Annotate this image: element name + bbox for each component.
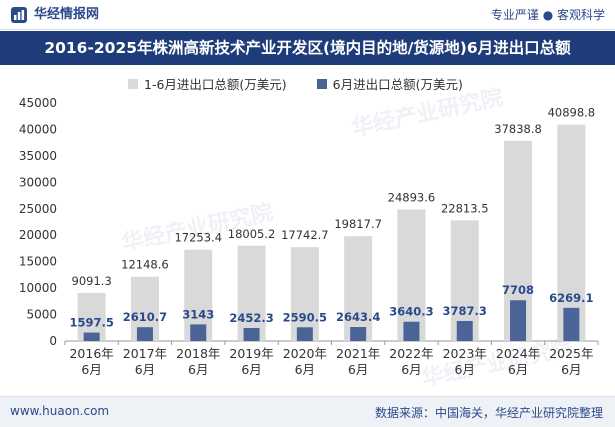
data-label-ytd: 17742.7 <box>281 228 329 242</box>
y-tick-label: 40000 <box>19 122 57 136</box>
bar-month <box>190 324 207 341</box>
data-label-ytd: 12148.6 <box>121 258 169 272</box>
footer: www.huaon.com 数据来源：中国海关，华经产业研究院整理 <box>0 396 615 427</box>
data-label-month: 3143 <box>182 307 214 321</box>
title-bar: 2016-2025年株洲高新技术产业开发区(境内目的地/货源地)6月进出口总额 <box>0 31 615 65</box>
site-url[interactable]: www.huaon.com <box>10 404 110 418</box>
legend-label-ytd: 1-6月进出口总额(万美元) <box>144 77 287 92</box>
bar-ytd <box>450 220 479 341</box>
bar-ytd <box>557 124 586 341</box>
data-label-month: 3787.3 <box>443 304 487 318</box>
x-tick-label: 2016年 <box>69 346 113 361</box>
data-source: 数据来源：中国海关，华经产业研究院整理 <box>374 406 603 420</box>
brand-name: 华经情报网 <box>34 7 100 22</box>
brand[interactable]: 华经情报网 <box>10 6 99 24</box>
chart-title: 2016-2025年株洲高新技术产业开发区(境内目的地/货源地)6月进出口总额 <box>44 39 571 57</box>
bar-month <box>83 332 100 341</box>
x-tick-label: 2019年 <box>229 346 273 361</box>
data-label-ytd: 40898.8 <box>548 106 596 120</box>
bar-ytd <box>237 245 266 341</box>
top-bar: 华经情报网 专业严谨 ● 客观科学 <box>0 0 615 30</box>
data-label-ytd: 37838.8 <box>494 122 542 136</box>
data-label-ytd: 24893.6 <box>388 190 436 204</box>
y-tick-label: 10000 <box>19 281 57 295</box>
y-tick-label: 25000 <box>19 202 57 216</box>
bar-ytd <box>344 236 373 341</box>
x-tick-label: 6月 <box>348 362 368 377</box>
bar-month <box>350 327 367 341</box>
data-label-ytd: 18005.2 <box>228 227 276 241</box>
legend-label-month: 6月进出口总额(万美元) <box>332 77 463 92</box>
x-tick-label: 2021年 <box>336 346 380 361</box>
x-tick-label: 6月 <box>561 362 581 377</box>
x-tick-label: 6月 <box>241 362 261 377</box>
x-tick-label: 6月 <box>295 362 315 377</box>
bar-ytd <box>397 209 426 341</box>
data-label-ytd: 19817.7 <box>334 217 382 231</box>
legend-swatch-month <box>316 78 327 89</box>
legend-item-month: 6月进出口总额(万美元) <box>316 74 463 93</box>
chart-legend: 1-6月进出口总额(万美元) 6月进出口总额(万美元) <box>128 74 493 93</box>
y-tick-label: 20000 <box>19 228 57 242</box>
bar-ytd <box>290 247 319 341</box>
data-label-ytd: 9091.3 <box>72 274 112 288</box>
legend-swatch-ytd <box>128 78 138 89</box>
data-label-month: 2590.5 <box>283 310 327 324</box>
x-tick-label: 6月 <box>401 362 421 377</box>
bar-month <box>243 328 260 341</box>
y-tick-label: 35000 <box>19 149 57 163</box>
bar-month <box>296 327 313 341</box>
huajing-logo-icon <box>11 7 27 23</box>
x-tick-label: 2025年 <box>549 346 593 361</box>
legend-item-ytd: 1-6月进出口总额(万美元) <box>128 74 287 93</box>
x-tick-label: 6月 <box>188 362 208 377</box>
x-tick-label: 6月 <box>508 362 528 377</box>
data-label-month: 2452.3 <box>229 311 273 325</box>
x-tick-label: 6月 <box>135 362 155 377</box>
x-tick-label: 6月 <box>455 362 475 377</box>
data-label-ytd: 22813.5 <box>441 201 489 215</box>
x-tick-label: 2022年 <box>389 346 433 361</box>
data-label-month: 2610.7 <box>123 310 167 324</box>
y-tick-label: 5000 <box>26 308 57 322</box>
y-tick-label: 30000 <box>19 175 57 189</box>
x-tick-label: 2023年 <box>443 346 487 361</box>
data-label-month: 7708 <box>502 283 534 297</box>
y-tick-label: 15000 <box>19 255 57 269</box>
slogan: 专业严谨 ● 客观科学 <box>490 8 605 22</box>
x-tick-label: 2024年 <box>496 346 540 361</box>
bar-month <box>510 300 527 341</box>
x-tick-label: 2018年 <box>176 346 220 361</box>
x-tick-label: 6月 <box>81 362 101 377</box>
bar-month <box>136 327 153 341</box>
data-label-month: 6269.1 <box>549 291 593 305</box>
bar-month <box>563 307 580 341</box>
bar-month <box>456 320 473 341</box>
x-tick-label: 2017年 <box>123 346 167 361</box>
data-label-month: 3640.3 <box>389 305 433 319</box>
data-label-ytd: 17253.4 <box>174 231 222 245</box>
bar-month <box>403 321 420 341</box>
y-tick-label: 0 <box>49 334 57 348</box>
bar-chart: 0 5000 10000 15000 20000 25000 30000 35000 40000… <box>19 96 599 377</box>
y-tick-label: 45000 <box>19 96 57 110</box>
data-label-month: 2643.4 <box>336 310 380 324</box>
data-label-month: 1597.5 <box>69 316 113 330</box>
x-tick-label: 2020年 <box>283 346 327 361</box>
